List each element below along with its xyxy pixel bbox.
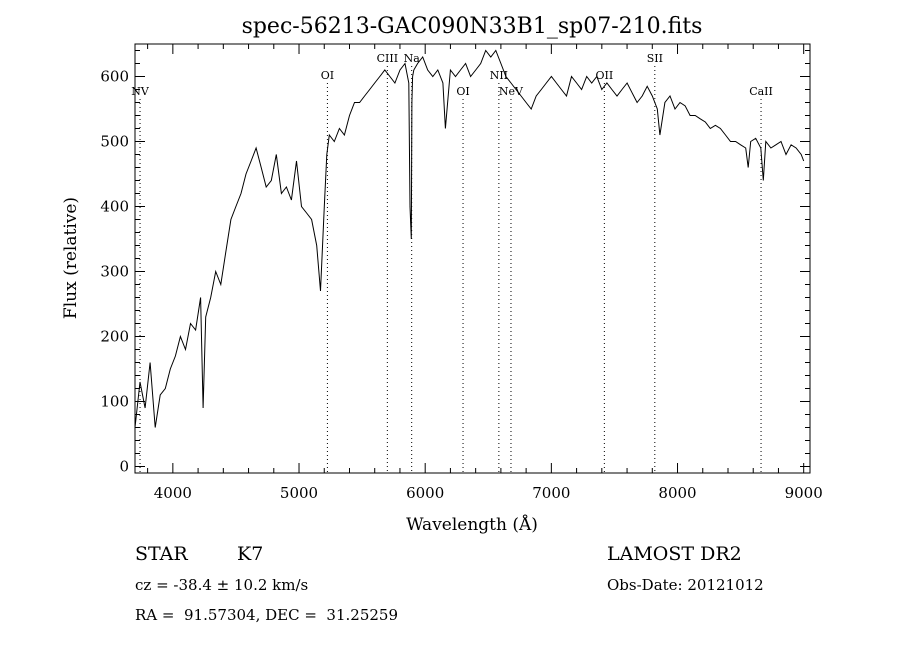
spectrum-line bbox=[134, 49, 805, 428]
plot-frame bbox=[134, 43, 811, 474]
obs-date-text: Obs-Date: 20121012 bbox=[607, 576, 764, 594]
x-tick-label: 4000 bbox=[154, 484, 192, 502]
x-tick-label: 9000 bbox=[785, 484, 823, 502]
x-axis-label: Wavelength (Å) bbox=[406, 514, 538, 535]
x-tick-label: 6000 bbox=[406, 484, 444, 502]
x-tick-label: 5000 bbox=[280, 484, 318, 502]
line-label-na: Na bbox=[404, 52, 421, 65]
y-tick-label: 100 bbox=[100, 393, 129, 411]
y-axis-ticks: 0 100 200 300 400 500 600 bbox=[100, 50, 810, 476]
y-tick-label: 400 bbox=[100, 198, 129, 216]
line-label-oii: OII bbox=[595, 69, 613, 82]
line-label-ciii: CIII bbox=[377, 52, 398, 65]
y-tick-label: 600 bbox=[100, 68, 129, 86]
redshift-text: cz = -38.4 ± 10.2 km/s bbox=[135, 576, 308, 594]
line-label-oi: OI bbox=[456, 85, 469, 98]
coordinates-text: RA = 91.57304, DEC = 31.25259 bbox=[135, 606, 398, 624]
object-subclass: K7 bbox=[237, 543, 263, 565]
y-axis-label: Flux (relative) bbox=[61, 197, 81, 319]
survey-label: LAMOST DR2 bbox=[607, 543, 742, 565]
object-class: STAR bbox=[135, 543, 188, 565]
x-axis-ticks: 4000 5000 6000 7000 8000 9000 bbox=[147, 44, 823, 502]
y-tick-label: 200 bbox=[100, 328, 129, 346]
line-label-nii: NII bbox=[490, 69, 508, 82]
chart-title: spec-56213-GAC090N33B1_sp07-210.fits bbox=[242, 14, 703, 39]
line-label-nv: NV bbox=[131, 85, 150, 98]
y-tick-label: 500 bbox=[100, 133, 129, 151]
line-label-caii: CaII bbox=[749, 85, 773, 98]
y-tick-label: 0 bbox=[119, 458, 129, 476]
line-label-nev: NeV bbox=[499, 85, 524, 98]
line-label-oi: OI bbox=[321, 69, 334, 82]
emission-line-markers: NV OI CIII Na OI NII NeV OII SII CaII bbox=[131, 52, 773, 473]
x-tick-label: 8000 bbox=[658, 484, 696, 502]
line-label-sii: SII bbox=[647, 52, 663, 65]
x-tick-label: 7000 bbox=[532, 484, 570, 502]
y-tick-label: 300 bbox=[100, 263, 129, 281]
